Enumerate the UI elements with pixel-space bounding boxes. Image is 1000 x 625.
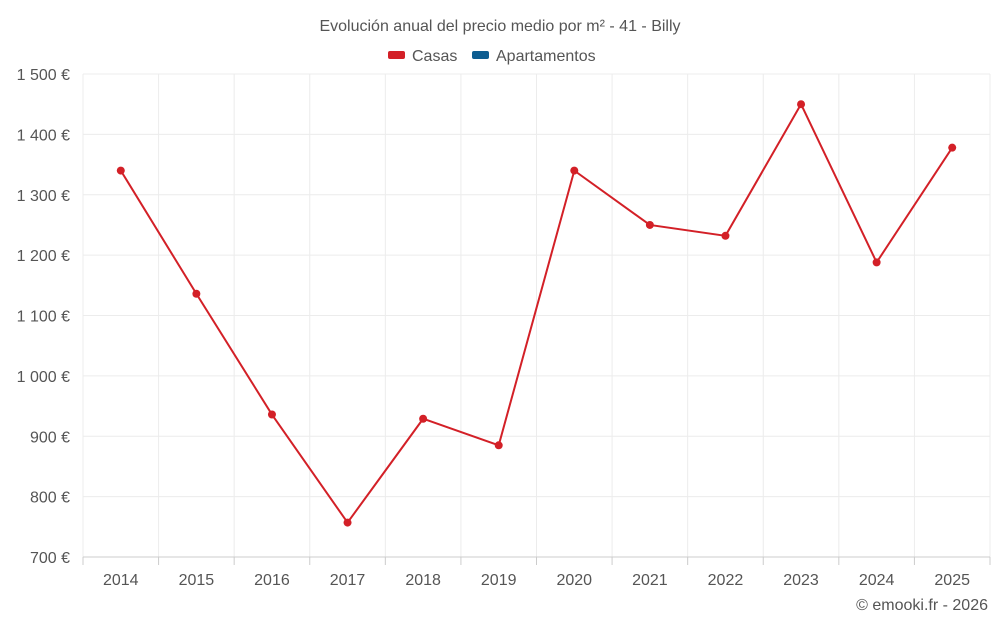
x-tick-label: 2025 (934, 572, 970, 589)
x-tick-label: 2016 (254, 572, 290, 589)
data-point[interactable] (948, 143, 957, 152)
grid (82, 73, 991, 557)
data-point[interactable] (494, 441, 503, 450)
x-tick-label: 2018 (405, 572, 441, 589)
x-tick-label: 2021 (632, 572, 668, 589)
x-tick-label: 2020 (556, 572, 592, 589)
x-tick-label: 2022 (708, 572, 744, 589)
y-tick-label: 1 500 € (17, 67, 70, 84)
data-point[interactable] (419, 414, 428, 423)
data-point[interactable] (872, 258, 881, 267)
y-tick-label: 900 € (30, 429, 70, 446)
legend-label-casas: Casas (412, 48, 457, 65)
data-point[interactable] (570, 166, 579, 175)
data-point[interactable] (192, 289, 201, 298)
chart-title: Evolución anual del precio medio por m² … (319, 18, 680, 35)
y-tick-label: 700 € (30, 550, 70, 567)
series-casas (116, 100, 957, 527)
legend-item-casas[interactable]: Casas (388, 48, 457, 65)
y-tick-label: 800 € (30, 490, 70, 507)
x-tick-label: 2023 (783, 572, 819, 589)
y-tick-label: 1 400 € (17, 127, 70, 144)
y-tick-label: 1 200 € (17, 248, 70, 265)
x-tick-label: 2019 (481, 572, 517, 589)
data-point[interactable] (797, 100, 806, 109)
x-tick-label: 2024 (859, 572, 895, 589)
x-tick-label: 2017 (330, 572, 366, 589)
data-point[interactable] (267, 410, 276, 419)
x-axis: 2014 2015 2016 2017 2018 2019 2020 2021 2022 2023… (82, 556, 991, 589)
legend-swatch-apartamentos (472, 51, 489, 59)
credit: © emooki.fr - 2026 (856, 597, 988, 614)
y-axis: 700 € 800 € 900 € 1 000 € 1 100 € 1 200 € 1 30… (17, 67, 70, 567)
data-point[interactable] (721, 231, 730, 240)
y-tick-label: 1 100 € (17, 309, 70, 326)
data-point[interactable] (343, 518, 352, 527)
y-tick-label: 1 000 € (17, 369, 70, 386)
series-line (119, 102, 954, 525)
x-tick-label: 2014 (103, 572, 139, 589)
data-point[interactable] (116, 166, 125, 175)
legend-swatch-casas (388, 51, 405, 59)
y-tick-label: 1 300 € (17, 188, 70, 205)
legend-item-apartamentos[interactable]: Apartamentos (472, 48, 596, 65)
data-point[interactable] (645, 220, 654, 229)
legend-label-apartamentos: Apartamentos (496, 48, 596, 65)
x-tick-label: 2015 (179, 572, 215, 589)
legend: Casas Apartamentos (388, 48, 596, 65)
